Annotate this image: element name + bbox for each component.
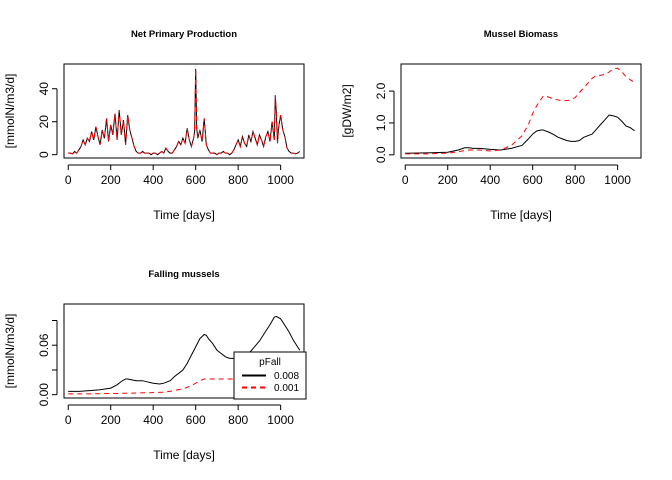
y-tick-label: 2.0 (374, 82, 388, 99)
plot-frame (63, 63, 305, 159)
chart-panel-npp: Net Primary Production 0 200 400 600 800 1000 0… (3, 29, 305, 222)
x-tick-label: 200 (101, 413, 121, 427)
x-tick-label: 0 (65, 413, 72, 427)
y-axis-label: [gDW/m2] (340, 84, 354, 137)
series-line-1 (68, 315, 301, 392)
x-tick-label: 400 (143, 413, 163, 427)
x-tick-label: 0 (65, 173, 72, 187)
y-axis-label: [mmolN/m3/d] (3, 314, 17, 389)
y-tick-label: 1.0 (374, 114, 388, 131)
x-tick-label: 1000 (267, 173, 294, 187)
y-tick-label: 0.06 (37, 333, 51, 357)
x-tick-label: 600 (186, 413, 206, 427)
x-tick-label: 1000 (267, 413, 294, 427)
x-tick-label: 600 (186, 173, 206, 187)
series-line-2 (68, 68, 301, 156)
chart-panel-falling: Falling mussels 0 200 400 600 800 1000 0.00 0.06… (3, 269, 307, 462)
x-tick-label: 200 (438, 173, 458, 187)
x-tick-label: 800 (228, 413, 248, 427)
legend-entry-label: 0.001 (274, 383, 299, 394)
x-tick-label: 200 (101, 173, 121, 187)
x-axis-label: Time [days] (490, 208, 552, 222)
y-tick-label: 0.00 (37, 383, 51, 407)
legend-title: pFall (259, 357, 281, 368)
plot-frame (400, 63, 642, 159)
y-tick-label: 0.0 (374, 146, 388, 163)
x-tick-label: 1000 (604, 173, 631, 187)
y-axis-label: [mmolN/m3/d] (3, 74, 17, 149)
x-tick-label: 0 (402, 173, 409, 187)
chart-title: Mussel Biomass (484, 29, 558, 40)
x-tick-label: 400 (143, 173, 163, 187)
chart-title: Net Primary Production (131, 29, 237, 40)
x-tick-label: 800 (228, 173, 248, 187)
series-line-2 (68, 378, 249, 395)
x-axis-label: Time [days] (153, 448, 215, 462)
plot-frame (63, 303, 305, 399)
chart-title: Falling mussels (148, 269, 219, 280)
series-line-1 (405, 114, 635, 154)
legend-entry-label: 0.008 (274, 371, 299, 382)
y-tick-label: 0 (37, 151, 51, 158)
chart-panel-biomass: Mussel Biomass 0 200 400 600 800 1000 0.0 1.0 2.0… (340, 29, 642, 222)
x-axis-label: Time [days] (153, 208, 215, 222)
x-tick-label: 400 (480, 173, 500, 187)
y-tick-label: 20 (37, 115, 51, 129)
y-tick-label: 40 (37, 82, 51, 96)
x-tick-label: 800 (565, 173, 585, 187)
series-line-2 (405, 67, 635, 155)
x-tick-label: 600 (523, 173, 543, 187)
